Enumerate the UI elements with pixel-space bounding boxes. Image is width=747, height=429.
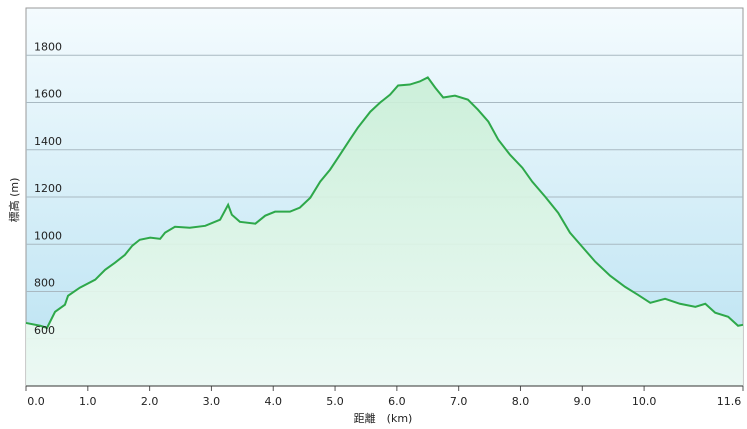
profile-line — [25, 76, 744, 330]
x-tick-label: 5.0 — [326, 395, 344, 408]
x-tick-label: 1.0 — [79, 395, 97, 408]
area-fill — [26, 77, 743, 387]
x-axis-title: 距離 (km) — [354, 411, 413, 425]
x-tick-label: 7.0 — [450, 395, 468, 408]
y-tick-label: 1400 — [34, 135, 62, 148]
y-axis-title: 標高 (m) — [7, 178, 21, 223]
y-tick-label: 800 — [34, 277, 55, 290]
x-tick-label: 9.0 — [574, 395, 592, 408]
x-tick-label: 3.0 — [203, 395, 221, 408]
marks — [25, 76, 744, 387]
x-tick-label: 0.0 — [27, 395, 45, 408]
y-tick-label: 1200 — [34, 182, 62, 195]
x-tick-label: 10.0 — [632, 395, 657, 408]
labels: 600 800 1000 1200 1400 1600 1800 0.0 1.0 2.0 3.0 4.… — [25, 40, 744, 408]
y-tick-label: 1800 — [34, 40, 62, 53]
y-tick-label: 1600 — [34, 88, 62, 101]
x-tick-label: 11.6 — [717, 395, 742, 408]
x-tick-label: 4.0 — [264, 395, 282, 408]
x-tick-label: 8.0 — [512, 395, 530, 408]
y-tick-label: 600 — [34, 324, 55, 337]
x-tick-label: 2.0 — [141, 395, 159, 408]
y-tick-label: 1000 — [34, 229, 62, 242]
x-tick-label: 6.0 — [388, 395, 406, 408]
